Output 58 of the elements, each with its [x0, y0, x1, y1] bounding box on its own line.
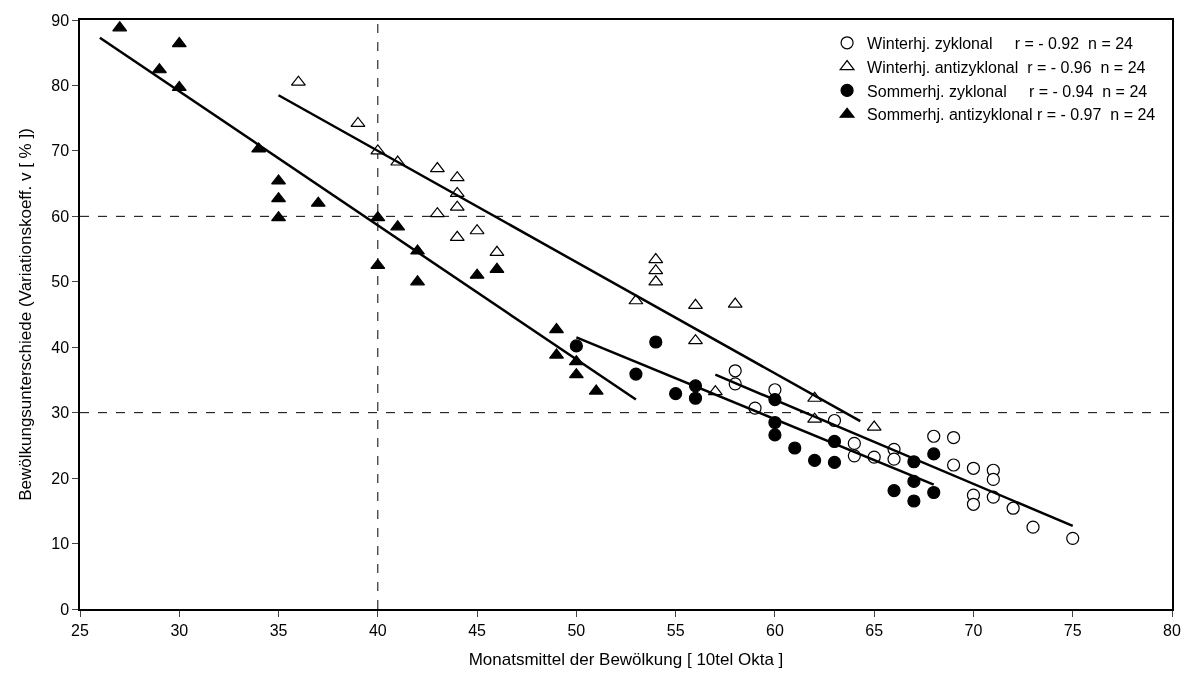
point — [927, 485, 941, 500]
x-tick-label: 45 — [468, 621, 487, 639]
point — [966, 497, 981, 511]
point — [629, 367, 643, 381]
point — [887, 452, 901, 466]
point — [1026, 520, 1040, 534]
x-tick-label: 60 — [766, 621, 784, 639]
point — [1006, 501, 1020, 515]
point — [768, 428, 782, 442]
y-tick-label: 20 — [51, 469, 70, 487]
legend-label: Winterhj. antizyklonal r = - 0.96 n = 24 — [867, 58, 1146, 76]
x-tick-label: 70 — [964, 621, 983, 639]
y-tick-label: 50 — [51, 273, 70, 291]
y-tick-label: 0 — [60, 600, 70, 618]
x-tick-label: 30 — [170, 621, 189, 639]
point — [688, 391, 703, 405]
y-tick-label: 60 — [51, 207, 70, 225]
point — [907, 494, 921, 508]
point — [847, 436, 861, 451]
point — [728, 364, 742, 378]
x-axis-title: Monatsmittel der Bewölkung [ 10tel Okta ] — [468, 649, 784, 669]
legend-label: Sommerhj. antizyklonal r = - 0.97 n = 24 — [867, 106, 1156, 124]
point — [648, 252, 664, 264]
point — [947, 458, 961, 472]
y-tick-label: 40 — [51, 338, 70, 356]
x-tick-label: 50 — [567, 621, 586, 639]
x-tick-label: 40 — [368, 621, 387, 639]
x-tick-label: 75 — [1063, 621, 1082, 639]
y-tick-label: 30 — [51, 404, 70, 422]
point — [649, 335, 663, 349]
point — [788, 441, 802, 455]
point — [927, 429, 941, 443]
point — [808, 453, 822, 468]
y-axis-title: Bewölkungsunterschiede (Variationskoeff. v [ % ]) — [16, 128, 36, 501]
y-tick-label: 80 — [51, 77, 70, 95]
x-tick-label: 65 — [865, 621, 884, 639]
y-tick-label: 90 — [51, 11, 70, 29]
point — [171, 36, 187, 48]
point — [569, 339, 583, 353]
legend-label: Winterhj. zyklonal r = - 0.92 n = 24 — [867, 35, 1134, 53]
point — [548, 322, 565, 334]
legend-label: Sommerhj. zyklonal r = - 0.94 n = 24 — [867, 82, 1148, 100]
x-tick-label: 35 — [269, 621, 288, 639]
x-tick-label: 80 — [1163, 621, 1181, 639]
point — [429, 161, 445, 173]
point — [986, 472, 1000, 487]
y-tick-label: 10 — [51, 535, 70, 553]
x-tick-label: 55 — [666, 621, 685, 639]
point — [1066, 531, 1080, 545]
point — [669, 387, 683, 401]
y-tick-label: 70 — [51, 142, 70, 160]
point — [827, 455, 842, 469]
x-tick-label: 25 — [71, 621, 89, 639]
point — [966, 461, 981, 475]
point — [887, 483, 901, 498]
point — [947, 430, 961, 445]
point — [927, 447, 941, 461]
point — [370, 258, 386, 270]
